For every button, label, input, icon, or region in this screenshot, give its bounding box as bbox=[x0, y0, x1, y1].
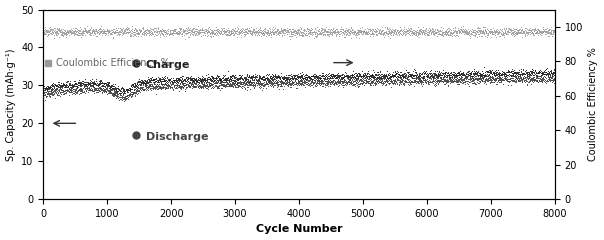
Text: Coulombic Efficiency %: Coulombic Efficiency % bbox=[56, 58, 170, 68]
Y-axis label: Sp. Capacity (mAh·g⁻¹): Sp. Capacity (mAh·g⁻¹) bbox=[5, 48, 16, 161]
Y-axis label: Coulombic Efficiency %: Coulombic Efficiency % bbox=[588, 48, 599, 161]
Text: Discharge: Discharge bbox=[146, 132, 208, 142]
X-axis label: Cycle Number: Cycle Number bbox=[255, 224, 342, 234]
Text: Charge: Charge bbox=[146, 60, 190, 70]
